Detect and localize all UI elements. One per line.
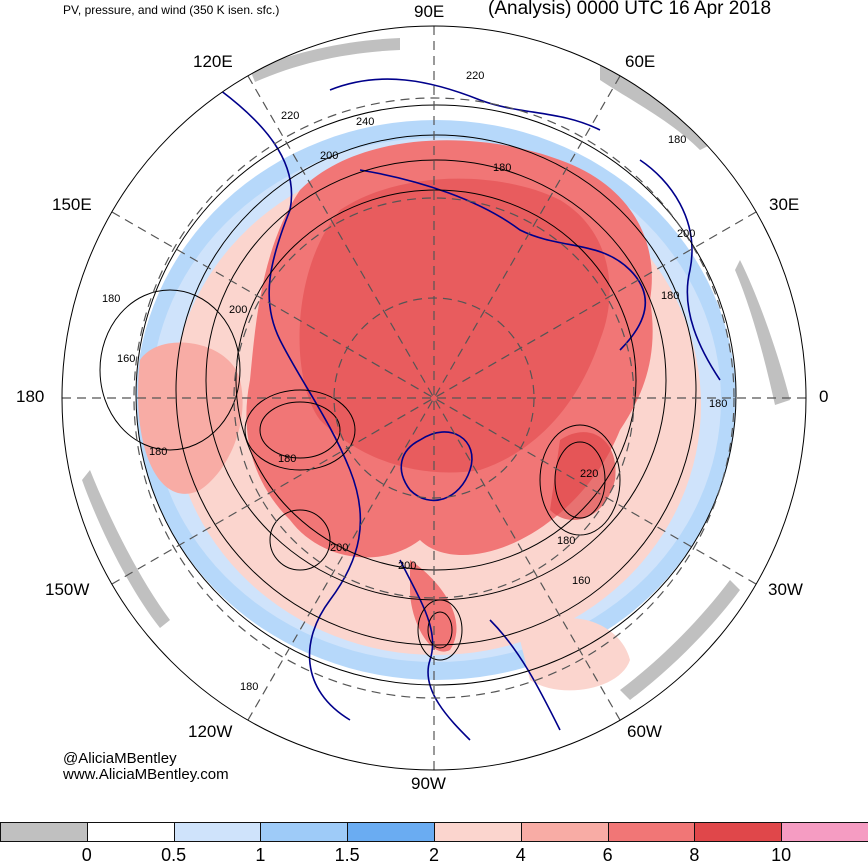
contour-label: 220 xyxy=(580,468,598,480)
lon-label-180: 180 xyxy=(16,387,45,406)
contour-label: 200 xyxy=(398,560,416,572)
lon-label-120w: 120W xyxy=(188,722,233,741)
contour-label: 180 xyxy=(240,681,258,693)
polar-map: 220 220 240 200 180 180 200 180 200 180 … xyxy=(61,25,807,771)
lon-label-60e: 60E xyxy=(625,52,656,71)
colorbar-swatch xyxy=(260,822,349,842)
contour-label: 200 xyxy=(330,542,348,554)
colorbar-swatch xyxy=(86,822,175,842)
colorbar-swatch xyxy=(694,822,783,842)
contour-label: 220 xyxy=(281,110,299,122)
contour-label: 240 xyxy=(356,116,374,128)
lon-label-150e: 150E xyxy=(52,195,92,214)
colorbar-swatch xyxy=(607,822,696,842)
contour-label: 160 xyxy=(572,575,590,587)
colorbar-tick-label: 6 xyxy=(602,845,613,865)
contour-label: 200 xyxy=(229,304,247,316)
contour-label: 180 xyxy=(661,290,679,302)
contour-label: 180 xyxy=(709,398,727,410)
colorbar-tick-label: 1.5 xyxy=(334,845,360,865)
contour-label: 200 xyxy=(320,150,338,162)
contour-label: 160 xyxy=(117,353,135,365)
colorbar-tick-label: 8 xyxy=(689,845,700,865)
coastlines xyxy=(219,78,721,741)
colorbar-tick-label: 0 xyxy=(81,845,92,865)
colorbar-swatch xyxy=(781,822,868,842)
lon-label-30e: 30E xyxy=(769,195,800,214)
colorbar-swatch xyxy=(520,822,609,842)
lon-label-120e: 120E xyxy=(193,52,233,71)
colorbar-tick-label: 10 xyxy=(771,845,792,865)
credit-website: www.AliciaMBentley.com xyxy=(63,766,229,783)
lon-label-150w: 150W xyxy=(45,580,90,599)
contour-label: 180 xyxy=(668,134,686,146)
contour-label: 180 xyxy=(102,293,120,305)
colorbar-swatch xyxy=(173,822,262,842)
lon-label-90e: 90E xyxy=(414,2,445,21)
contour-label: 220 xyxy=(466,70,484,82)
contour-label: 200 xyxy=(677,228,695,240)
chart-title-right: (Analysis) 0000 UTC 16 Apr 2018 xyxy=(488,0,772,19)
contour-label: 180 xyxy=(149,446,167,458)
colorbar-tick-label: 1 xyxy=(255,845,266,865)
colorbar-tick-label: 2 xyxy=(428,845,440,865)
chart-title-left: PV, pressure, and wind (350 K isen. sfc.… xyxy=(63,3,280,17)
colorbar-swatch xyxy=(434,822,522,842)
colorbar-swatch xyxy=(347,822,435,842)
contour-label: 180 xyxy=(493,162,511,174)
lon-label-0: 0 xyxy=(819,387,829,406)
lon-label-30w: 30W xyxy=(768,580,803,599)
colorbar-swatch xyxy=(0,822,88,842)
pressure-contours xyxy=(99,104,737,686)
contour-label: 180 xyxy=(557,535,575,547)
lon-label-90w: 90W xyxy=(411,774,446,793)
contour-label: 180 xyxy=(278,453,296,465)
colorbar xyxy=(0,822,868,842)
colorbar-tick-label: 4 xyxy=(515,845,526,865)
colorbar-tick-label: 0.5 xyxy=(161,845,187,865)
lon-label-60w: 60W xyxy=(627,722,662,741)
map-boundary xyxy=(61,25,807,771)
credit-handle: @AliciaMBentley xyxy=(63,750,177,767)
map-field xyxy=(62,26,806,770)
graticule xyxy=(62,26,806,770)
contour-label-group: 220 220 240 200 180 180 200 180 200 180 … xyxy=(102,70,727,693)
